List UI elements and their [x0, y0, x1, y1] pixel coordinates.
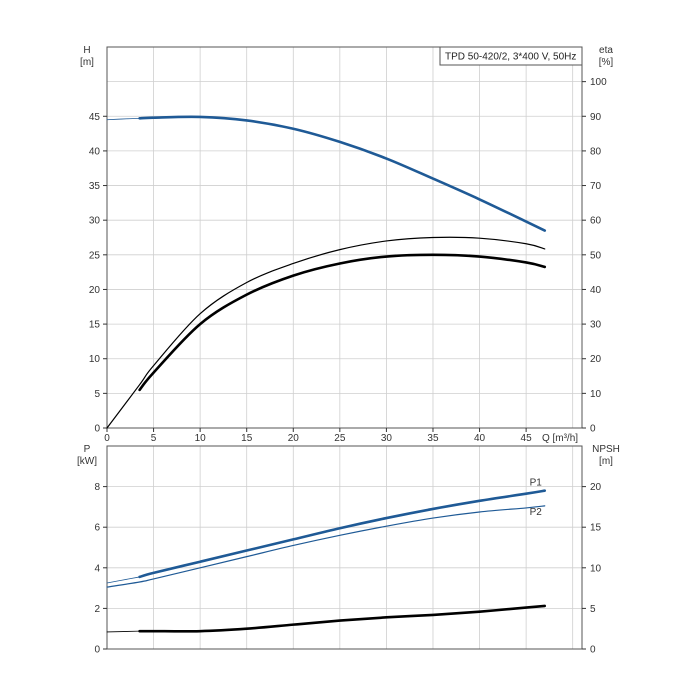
x-tick-label: 20: [288, 433, 300, 444]
y-right-unit: [m]: [599, 456, 613, 467]
y-left-tick-label: 25: [89, 250, 101, 261]
series-line-p2: [106, 505, 546, 588]
y-left-tick-label: 5: [94, 389, 100, 400]
x-tick-label: 10: [195, 433, 207, 444]
y-right-tick-label: 20: [590, 354, 602, 365]
title-box-frame: [439, 46, 583, 66]
x-tick-label: 0: [104, 433, 110, 444]
head-efficiency-panel: 0510152025303540450102030405060708090100…: [80, 45, 613, 444]
y-right-tick-label: 10: [590, 563, 602, 574]
series-line-1-4: [138, 604, 547, 633]
y-right-tick-label: 60: [590, 216, 602, 227]
chart-title: TPD 50-420/2, 3*400 V, 50Hz: [445, 52, 576, 63]
y-right-tick-label: 10: [590, 389, 602, 400]
x-tick-label: 15: [241, 433, 253, 444]
y-left-tick-label: 20: [89, 285, 101, 296]
x-tick-label: 5: [151, 433, 157, 444]
y-right-tick-label: 50: [590, 250, 602, 261]
y-left-tick-label: 2: [94, 604, 100, 615]
plot-frame: [106, 445, 583, 650]
x-tick-label: 40: [474, 433, 486, 444]
series-line-0-3: [138, 253, 547, 392]
y-left-tick-label: 10: [89, 354, 101, 365]
y-right-tick-label: 30: [590, 320, 602, 331]
y-right-tick-label: 100: [590, 77, 607, 88]
x-tick-label: 35: [427, 433, 439, 444]
y-left-tick-label: 6: [94, 523, 100, 534]
y-left-tick-label: 45: [89, 112, 101, 123]
series-line-1-3: [106, 630, 140, 633]
grid: [107, 47, 582, 428]
grid: [107, 446, 582, 649]
series-line-0-0: [106, 117, 140, 121]
y-right-unit: [%]: [599, 57, 614, 68]
y-left-tick-label: 4: [94, 563, 100, 574]
y-left-label: H: [83, 45, 90, 56]
y-left-tick-label: 8: [94, 482, 100, 493]
x-axis-label: Q [m³/h]: [542, 433, 578, 444]
series-line-0-2: [106, 236, 546, 429]
y-right-tick-label: 0: [590, 645, 596, 656]
y-right-tick-label: 5: [590, 604, 596, 615]
x-tick-label: 30: [381, 433, 393, 444]
y-left-tick-label: 35: [89, 181, 101, 192]
y-left-tick-label: 30: [89, 216, 101, 227]
y-left-unit: [kW]: [77, 456, 97, 467]
y-right-label: eta: [599, 45, 613, 56]
y-left-tick-label: 40: [89, 146, 101, 157]
series-line-1-1: [106, 576, 140, 584]
x-tick-label: 45: [521, 433, 533, 444]
y-left-tick-label: 0: [94, 645, 100, 656]
y-left-tick-label: 15: [89, 320, 101, 331]
chart-title-box: TPD 50-420/2, 3*400 V, 50Hz: [439, 46, 583, 66]
y-right-tick-label: 15: [590, 523, 602, 534]
y-left-label: P: [84, 444, 91, 455]
series-group: [106, 115, 547, 429]
y-right-tick-label: 20: [590, 482, 602, 493]
y-right-tick-label: 90: [590, 112, 602, 123]
y-left-unit: [m]: [80, 57, 94, 68]
x-tick-label: 25: [334, 433, 346, 444]
plot-frame: [106, 46, 583, 429]
y-left-tick-label: 0: [94, 424, 100, 435]
series-label-p2: P2: [530, 507, 543, 518]
series-line-0-1: [138, 115, 547, 232]
y-right-label: NPSH: [592, 444, 620, 455]
y-right-tick-label: 80: [590, 146, 602, 157]
series-label-p1: P1: [530, 478, 543, 489]
series-line-p1: [138, 489, 547, 579]
power-npsh-panel: 0 2 4 6 8 0 5 10 15 20 P[kW] NPSH[m] P1 P2: [77, 444, 620, 656]
y-right-tick-label: 70: [590, 181, 602, 192]
series-group: P1 P2: [106, 478, 547, 633]
y-right-tick-label: 40: [590, 285, 602, 296]
y-right-tick-label: 0: [590, 424, 596, 435]
